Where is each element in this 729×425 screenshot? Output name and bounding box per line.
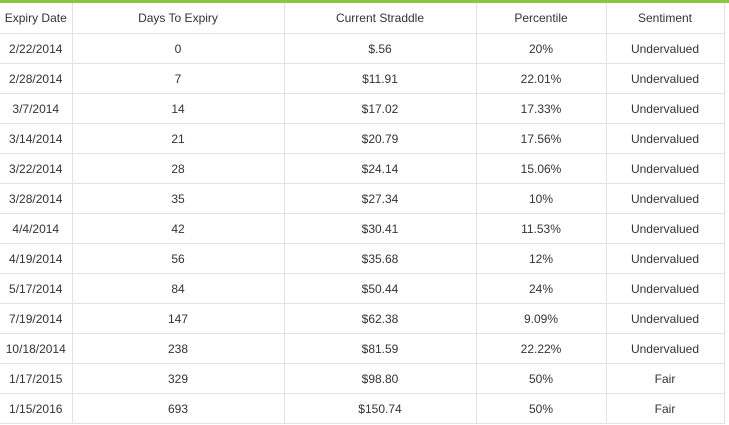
cell-days-to-expiry: 0 <box>72 33 285 64</box>
cell-current-straddle: $24.14 <box>284 153 477 184</box>
cell-days-to-expiry: 693 <box>72 393 285 424</box>
cell-percentile: 22.01% <box>476 63 607 94</box>
cell-expiry-date: 3/7/2014 <box>0 93 73 124</box>
header-days-to-expiry[interactable]: Days To Expiry <box>72 3 285 34</box>
cell-current-straddle: $11.91 <box>284 63 477 94</box>
cell-sentiment: Fair <box>606 363 725 394</box>
table-row: 10/18/2014 238 $81.59 22.22% Undervalued <box>0 333 725 364</box>
cell-percentile: 17.33% <box>476 93 607 124</box>
cell-sentiment: Undervalued <box>606 153 725 184</box>
cell-current-straddle: $20.79 <box>284 123 477 154</box>
cell-current-straddle: $35.68 <box>284 243 477 274</box>
cell-percentile: 50% <box>476 393 607 424</box>
cell-sentiment: Undervalued <box>606 303 725 334</box>
table-row: 1/17/2015 329 $98.80 50% Fair <box>0 363 725 394</box>
cell-sentiment: Undervalued <box>606 123 725 154</box>
cell-current-straddle: $.56 <box>284 33 477 64</box>
cell-sentiment: Undervalued <box>606 213 725 244</box>
cell-expiry-date: 4/4/2014 <box>0 213 73 244</box>
cell-expiry-date: 4/19/2014 <box>0 243 73 274</box>
cell-days-to-expiry: 35 <box>72 183 285 214</box>
header-sentiment[interactable]: Sentiment <box>606 3 725 34</box>
cell-percentile: 11.53% <box>476 213 607 244</box>
cell-sentiment: Undervalued <box>606 93 725 124</box>
cell-percentile: 15.06% <box>476 153 607 184</box>
table-row: 2/28/2014 7 $11.91 22.01% Undervalued <box>0 63 725 94</box>
cell-current-straddle: $98.80 <box>284 363 477 394</box>
cell-days-to-expiry: 56 <box>72 243 285 274</box>
table-row: 3/28/2014 35 $27.34 10% Undervalued <box>0 183 725 214</box>
cell-current-straddle: $81.59 <box>284 333 477 364</box>
straddle-table: Expiry Date Days To Expiry Current Strad… <box>0 3 725 424</box>
cell-sentiment: Fair <box>606 393 725 424</box>
cell-expiry-date: 3/22/2014 <box>0 153 73 184</box>
cell-expiry-date: 1/17/2015 <box>0 363 73 394</box>
header-percentile[interactable]: Percentile <box>476 3 607 34</box>
cell-expiry-date: 2/22/2014 <box>0 33 73 64</box>
cell-expiry-date: 5/17/2014 <box>0 273 73 304</box>
cell-expiry-date: 10/18/2014 <box>0 333 73 364</box>
table-row: 5/17/2014 84 $50.44 24% Undervalued <box>0 273 725 304</box>
cell-percentile: 24% <box>476 273 607 304</box>
cell-current-straddle: $17.02 <box>284 93 477 124</box>
cell-percentile: 22.22% <box>476 333 607 364</box>
cell-days-to-expiry: 329 <box>72 363 285 394</box>
cell-percentile: 9.09% <box>476 303 607 334</box>
table-header-row: Expiry Date Days To Expiry Current Strad… <box>0 3 725 34</box>
header-expiry-date[interactable]: Expiry Date <box>0 3 73 34</box>
accent-top-bar <box>0 0 729 3</box>
cell-current-straddle: $62.38 <box>284 303 477 334</box>
cell-current-straddle: $27.34 <box>284 183 477 214</box>
cell-sentiment: Undervalued <box>606 63 725 94</box>
cell-percentile: 20% <box>476 33 607 64</box>
cell-sentiment: Undervalued <box>606 183 725 214</box>
cell-days-to-expiry: 7 <box>72 63 285 94</box>
cell-days-to-expiry: 147 <box>72 303 285 334</box>
table-row: 2/22/2014 0 $.56 20% Undervalued <box>0 33 725 64</box>
table-row: 7/19/2014 147 $62.38 9.09% Undervalued <box>0 303 725 334</box>
cell-days-to-expiry: 21 <box>72 123 285 154</box>
cell-percentile: 10% <box>476 183 607 214</box>
cell-sentiment: Undervalued <box>606 243 725 274</box>
cell-days-to-expiry: 84 <box>72 273 285 304</box>
cell-sentiment: Undervalued <box>606 273 725 304</box>
table-row: 4/4/2014 42 $30.41 11.53% Undervalued <box>0 213 725 244</box>
cell-sentiment: Undervalued <box>606 333 725 364</box>
cell-expiry-date: 7/19/2014 <box>0 303 73 334</box>
cell-current-straddle: $30.41 <box>284 213 477 244</box>
cell-days-to-expiry: 14 <box>72 93 285 124</box>
cell-current-straddle: $150.74 <box>284 393 477 424</box>
table-row: 1/15/2016 693 $150.74 50% Fair <box>0 393 725 424</box>
cell-days-to-expiry: 28 <box>72 153 285 184</box>
cell-expiry-date: 2/28/2014 <box>0 63 73 94</box>
cell-days-to-expiry: 238 <box>72 333 285 364</box>
table-row: 3/14/2014 21 $20.79 17.56% Undervalued <box>0 123 725 154</box>
cell-percentile: 17.56% <box>476 123 607 154</box>
cell-sentiment: Undervalued <box>606 33 725 64</box>
cell-expiry-date: 1/15/2016 <box>0 393 73 424</box>
table-row: 4/19/2014 56 $35.68 12% Undervalued <box>0 243 725 274</box>
cell-percentile: 50% <box>476 363 607 394</box>
cell-percentile: 12% <box>476 243 607 274</box>
table-row: 3/22/2014 28 $24.14 15.06% Undervalued <box>0 153 725 184</box>
table-row: 3/7/2014 14 $17.02 17.33% Undervalued <box>0 93 725 124</box>
cell-current-straddle: $50.44 <box>284 273 477 304</box>
cell-expiry-date: 3/14/2014 <box>0 123 73 154</box>
cell-days-to-expiry: 42 <box>72 213 285 244</box>
cell-expiry-date: 3/28/2014 <box>0 183 73 214</box>
header-current-straddle[interactable]: Current Straddle <box>284 3 477 34</box>
